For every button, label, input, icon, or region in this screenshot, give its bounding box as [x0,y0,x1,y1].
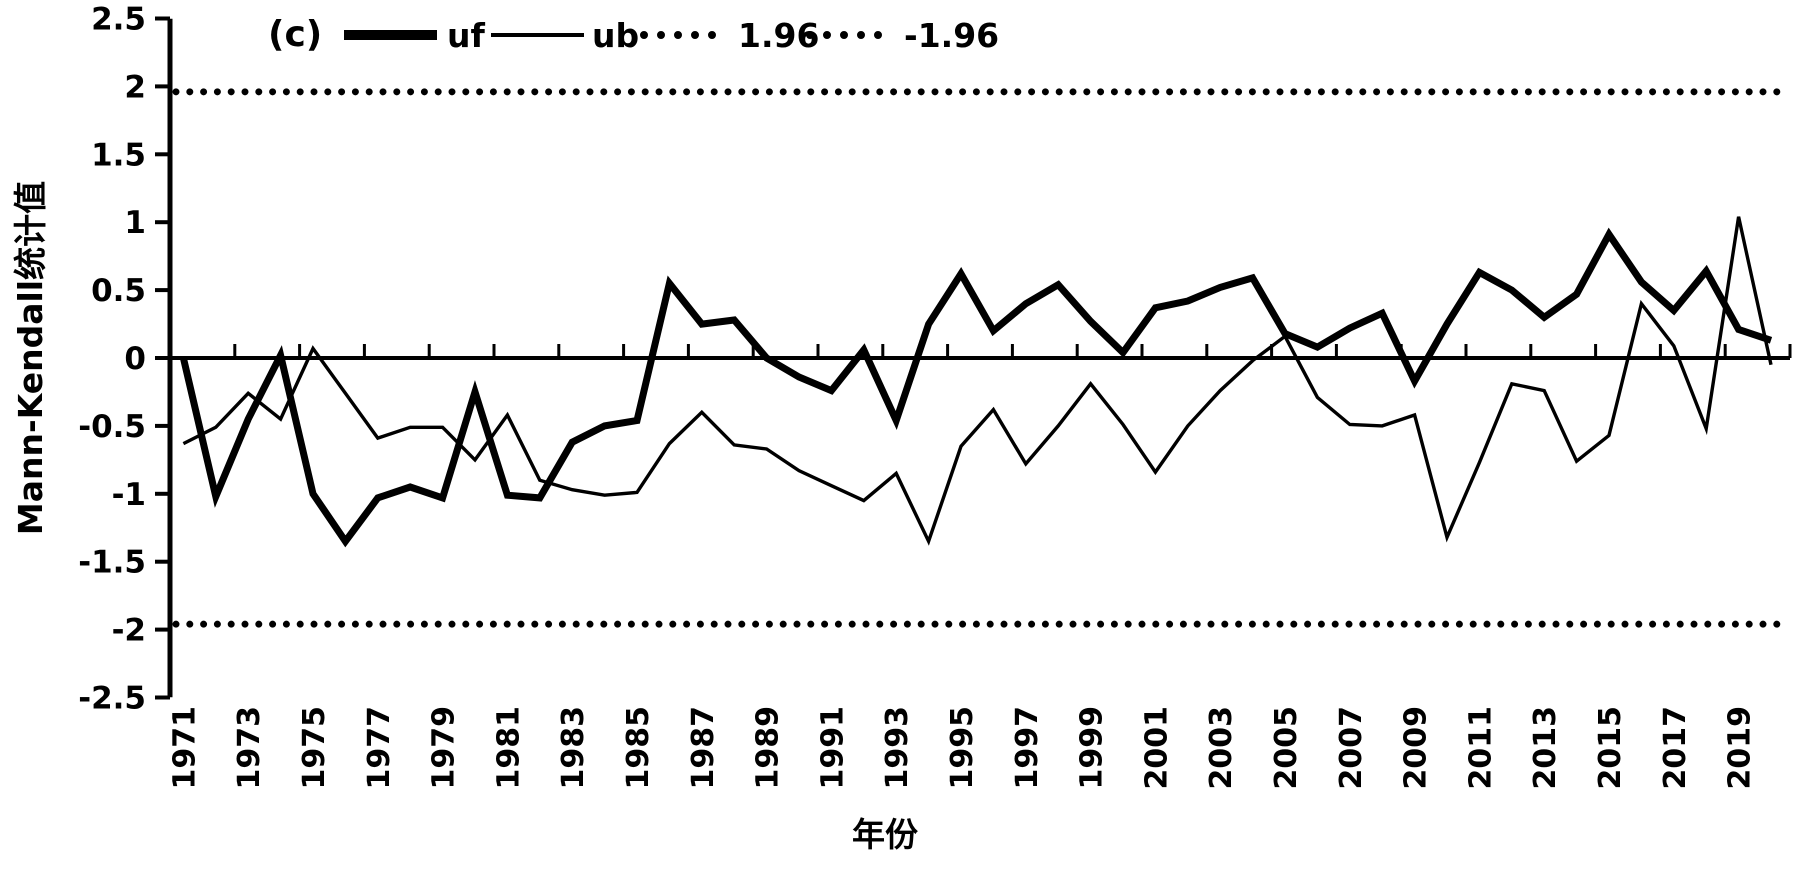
x-tick-label: 1997 [1010,706,1045,790]
figure-label: (c) [268,14,322,55]
x-tick-label: 2013 [1528,706,1563,790]
y-tick-label: 1.5 [91,137,146,173]
y-tick-label: 1 [124,205,146,241]
x-tick-label: 1985 [621,706,656,790]
x-tick-label: 1989 [751,706,786,790]
y-tick-label: 0 [124,341,146,377]
x-tick-label: 2019 [1723,706,1758,790]
x-tick-label: 2005 [1269,706,1304,790]
x-tick-label: 1987 [686,706,721,790]
x-tick-label: 1983 [556,706,591,790]
legend-label-lower-bound: -1.96 [904,16,999,55]
x-axis-title: 年份 [852,815,918,854]
series-line-uf [179,227,1773,548]
x-tick-label: 2011 [1463,706,1498,790]
y-tick-label: -1 [112,477,146,513]
x-tick-label: 1973 [232,706,267,790]
y-tick-label: 0.5 [91,273,146,309]
y-tick-label: -2.5 [78,681,146,717]
legend-label-upper-bound: 1.96 [738,16,819,55]
x-tick-label: 2017 [1658,706,1693,790]
legend-label-ub: ub [592,16,639,55]
y-tick-label: -2 [112,613,146,649]
x-tick-label: 2009 [1399,706,1434,790]
x-tick-label: 1981 [491,706,526,790]
y-tick-label: -1.5 [78,545,146,581]
y-tick-label: 2.5 [91,2,146,38]
legend-label-uf: uf [447,16,485,55]
x-tick-label: 2007 [1334,706,1369,790]
y-tick-label: 2 [124,69,146,105]
x-tick-label: 1971 [167,706,202,790]
x-tick-label: 1991 [815,706,850,790]
x-tick-label: 2003 [1204,706,1239,790]
x-tick-label: 1977 [362,706,397,790]
series-line-ub [182,216,1773,546]
x-tick-label: 1995 [945,706,980,790]
x-tick-label: 2001 [1139,706,1174,790]
legend: uf ub 1.96 -1.96 [344,16,999,55]
y-tick-label: -0.5 [78,409,146,445]
x-tick-label: 1975 [297,706,332,790]
y-axis-title: Mann-Kendall统计值 [11,181,50,535]
x-tick-label: 1979 [427,706,462,790]
x-tick-label: 1993 [880,706,915,790]
x-tick-label: 2015 [1593,706,1628,790]
x-tick-label: 1999 [1075,706,1110,790]
